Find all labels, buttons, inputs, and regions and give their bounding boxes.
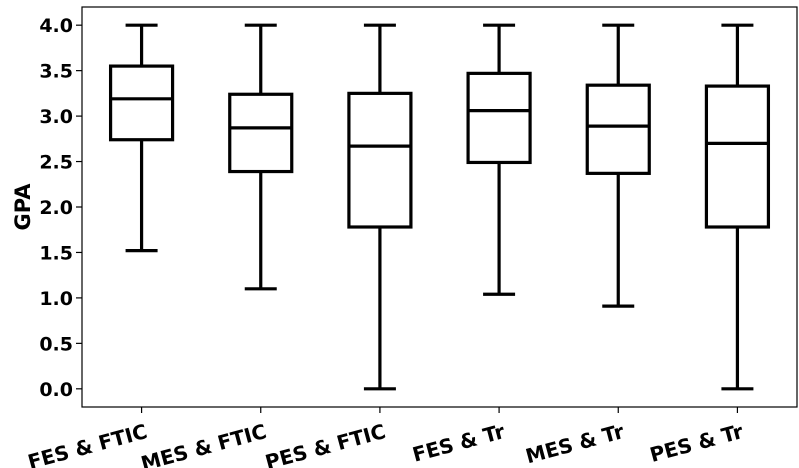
box-group [228, 23, 294, 291]
y-tick-label: 4.0 [39, 15, 73, 37]
iqr-box [108, 64, 175, 142]
x-category-label: FES & FTIC [25, 419, 150, 468]
iqr-box [585, 83, 651, 175]
box-group [585, 23, 651, 308]
y-tick-label: 1.5 [39, 242, 73, 264]
y-tick-label: 0.0 [39, 379, 73, 401]
box-series [108, 23, 771, 391]
y-axis-ticks: 0.0 0.5 1.0 1.5 2.0 2.5 3.0 3.5 4.0 [39, 15, 82, 401]
box-group [108, 23, 175, 253]
iqr-box [704, 84, 771, 229]
x-category-label: PES & Tr [647, 419, 745, 467]
x-category-label: MES & Tr [523, 419, 627, 468]
iqr-box [347, 91, 413, 229]
x-category-label: PES & FTIC [263, 419, 389, 468]
x-category-label: MES & FTIC [138, 419, 269, 468]
y-tick-label: 1.0 [39, 288, 73, 310]
iqr-box [228, 92, 294, 174]
y-tick-label: 0.5 [39, 333, 73, 355]
box-group [704, 23, 771, 391]
iqr-box [466, 71, 532, 165]
box-group [347, 23, 413, 391]
y-tick-label: 3.5 [39, 61, 73, 83]
y-tick-label: 2.5 [39, 152, 73, 174]
x-category-label: FES & Tr [410, 419, 508, 467]
plot-frame [81, 6, 798, 408]
y-tick-label: 3.0 [39, 106, 73, 128]
y-tick-label: 2.0 [39, 197, 73, 219]
y-axis-label: GPA [11, 183, 35, 231]
box-group [466, 23, 532, 296]
